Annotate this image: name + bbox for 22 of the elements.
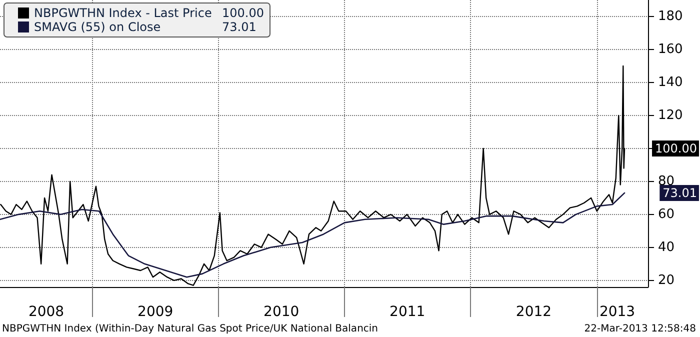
y-tick-label: 60 bbox=[658, 206, 675, 222]
text: 73.01 bbox=[662, 186, 698, 200]
x-tick-label: 2012 bbox=[516, 304, 552, 320]
y-tick-label: 120 bbox=[658, 108, 683, 123]
x-tick-label: 2011 bbox=[390, 304, 426, 320]
x-tick-label: 2013 bbox=[599, 304, 636, 320]
y-tick-label: 160 bbox=[658, 42, 683, 57]
y-tick-label: 20 bbox=[658, 272, 675, 288]
annotation: 73.01 bbox=[222, 20, 256, 34]
x-tick-label: 2008 bbox=[28, 304, 64, 320]
text: 22-Mar-2013 12:58:48 bbox=[584, 324, 696, 334]
legend-label: SMAVG (55) on Close bbox=[34, 20, 161, 34]
legend-label: NBPGWTHN Index - Last Price bbox=[34, 6, 212, 20]
text: NBPGWTHN Index (Within-Day Natural Gas Spot Price/UK National Balancin bbox=[2, 324, 378, 334]
line-series bbox=[0, 192, 626, 278]
x-tick-label: 2009 bbox=[138, 304, 174, 320]
annotation: 100.00 bbox=[222, 6, 264, 20]
x-tick-label: 2010 bbox=[264, 304, 300, 320]
y-tick-label: 180 bbox=[658, 8, 683, 24]
text: 100.00 bbox=[655, 141, 698, 156]
y-tick-label: 40 bbox=[658, 240, 675, 255]
y-tick-label: 140 bbox=[658, 74, 683, 90]
